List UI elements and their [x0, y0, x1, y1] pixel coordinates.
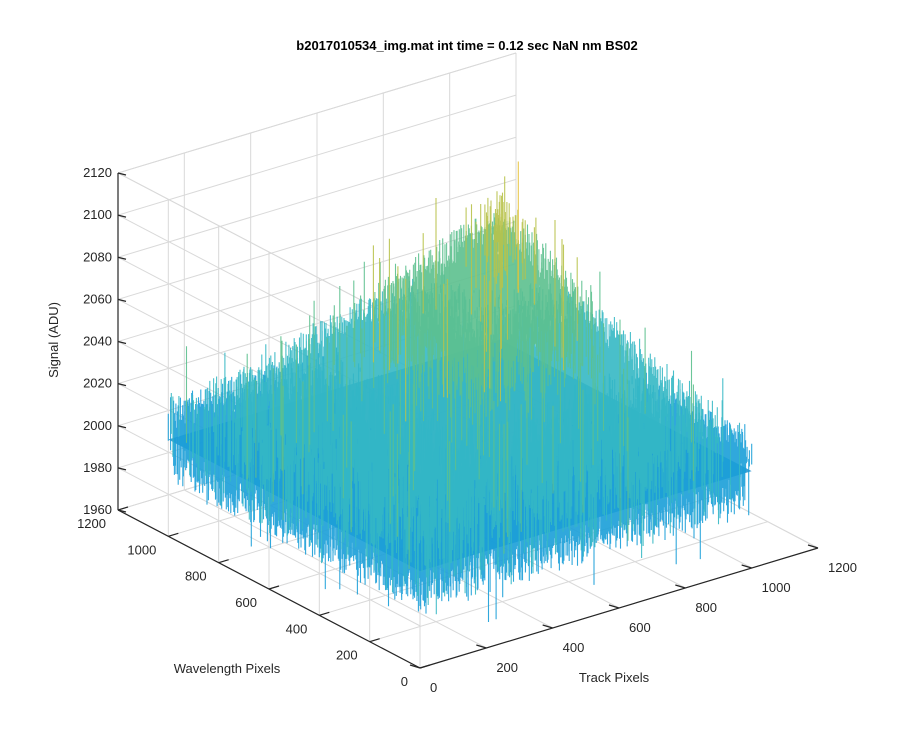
- z-axis-label: Signal (ADU): [46, 302, 61, 378]
- y-tick: [419, 664, 431, 669]
- y-axis-label: Wavelength Pixels: [174, 661, 281, 676]
- box-edge: [117, 52, 517, 174]
- z-tick-label: 2000: [83, 418, 112, 433]
- z-tick: [117, 340, 127, 345]
- x-tick-label: 400: [563, 640, 585, 655]
- y-tick: [319, 611, 330, 616]
- z-tick-label: 2080: [83, 249, 112, 264]
- y-tick-label: 800: [185, 569, 207, 584]
- z-tick-label: 2040: [83, 334, 112, 349]
- x-axis-label: Track Pixels: [579, 670, 650, 685]
- z-tick: [117, 256, 127, 260]
- y-tick-label: 0: [401, 674, 408, 689]
- z-tick: [117, 298, 127, 302]
- x-tick-label: 1200: [828, 560, 857, 575]
- y-tick: [117, 506, 129, 511]
- x-tick-label: 800: [695, 600, 717, 615]
- x-tick: [741, 564, 752, 569]
- x-tick: [807, 544, 819, 549]
- y-tick: [218, 559, 229, 564]
- grid-line: [369, 521, 768, 643]
- x-tick: [542, 624, 553, 629]
- z-tick: [117, 467, 127, 471]
- axes: 1960198020002020204020602080210021200200…: [77, 165, 857, 695]
- y-tick-label: 600: [235, 595, 257, 610]
- y-tick-label: 1000: [127, 542, 156, 557]
- surface-mesh: [167, 161, 753, 622]
- z-tick-label: 2100: [83, 207, 112, 222]
- y-tick: [268, 585, 280, 590]
- z-tick: [117, 214, 127, 218]
- x-tick: [608, 604, 620, 609]
- x-tick: [476, 644, 487, 649]
- z-tick: [117, 172, 127, 176]
- x-tick: [675, 584, 686, 589]
- z-tick-label: 2020: [83, 376, 112, 391]
- x-tick-label: 0: [430, 680, 437, 695]
- y-tick-label: 1200: [77, 516, 106, 531]
- x-tick-label: 200: [496, 660, 518, 675]
- y-tick-label: 400: [286, 621, 308, 636]
- z-tick-label: 2060: [83, 291, 112, 306]
- y-tick-label: 200: [336, 648, 358, 663]
- surface-spikes: [372, 176, 578, 422]
- x-tick-label: 1000: [762, 580, 791, 595]
- x-tick-label: 600: [629, 620, 651, 635]
- y-tick: [168, 532, 179, 537]
- z-tick: [117, 509, 127, 513]
- chart-title: b2017010534_img.mat int time = 0.12 sec …: [296, 38, 637, 53]
- z-tick: [117, 383, 127, 387]
- z-tick-label: 2120: [83, 165, 112, 180]
- x-tick: [409, 664, 421, 669]
- z-tick-label: 1960: [83, 502, 112, 517]
- z-tick: [117, 425, 127, 429]
- z-tick-label: 1980: [83, 460, 112, 475]
- y-tick: [369, 638, 380, 643]
